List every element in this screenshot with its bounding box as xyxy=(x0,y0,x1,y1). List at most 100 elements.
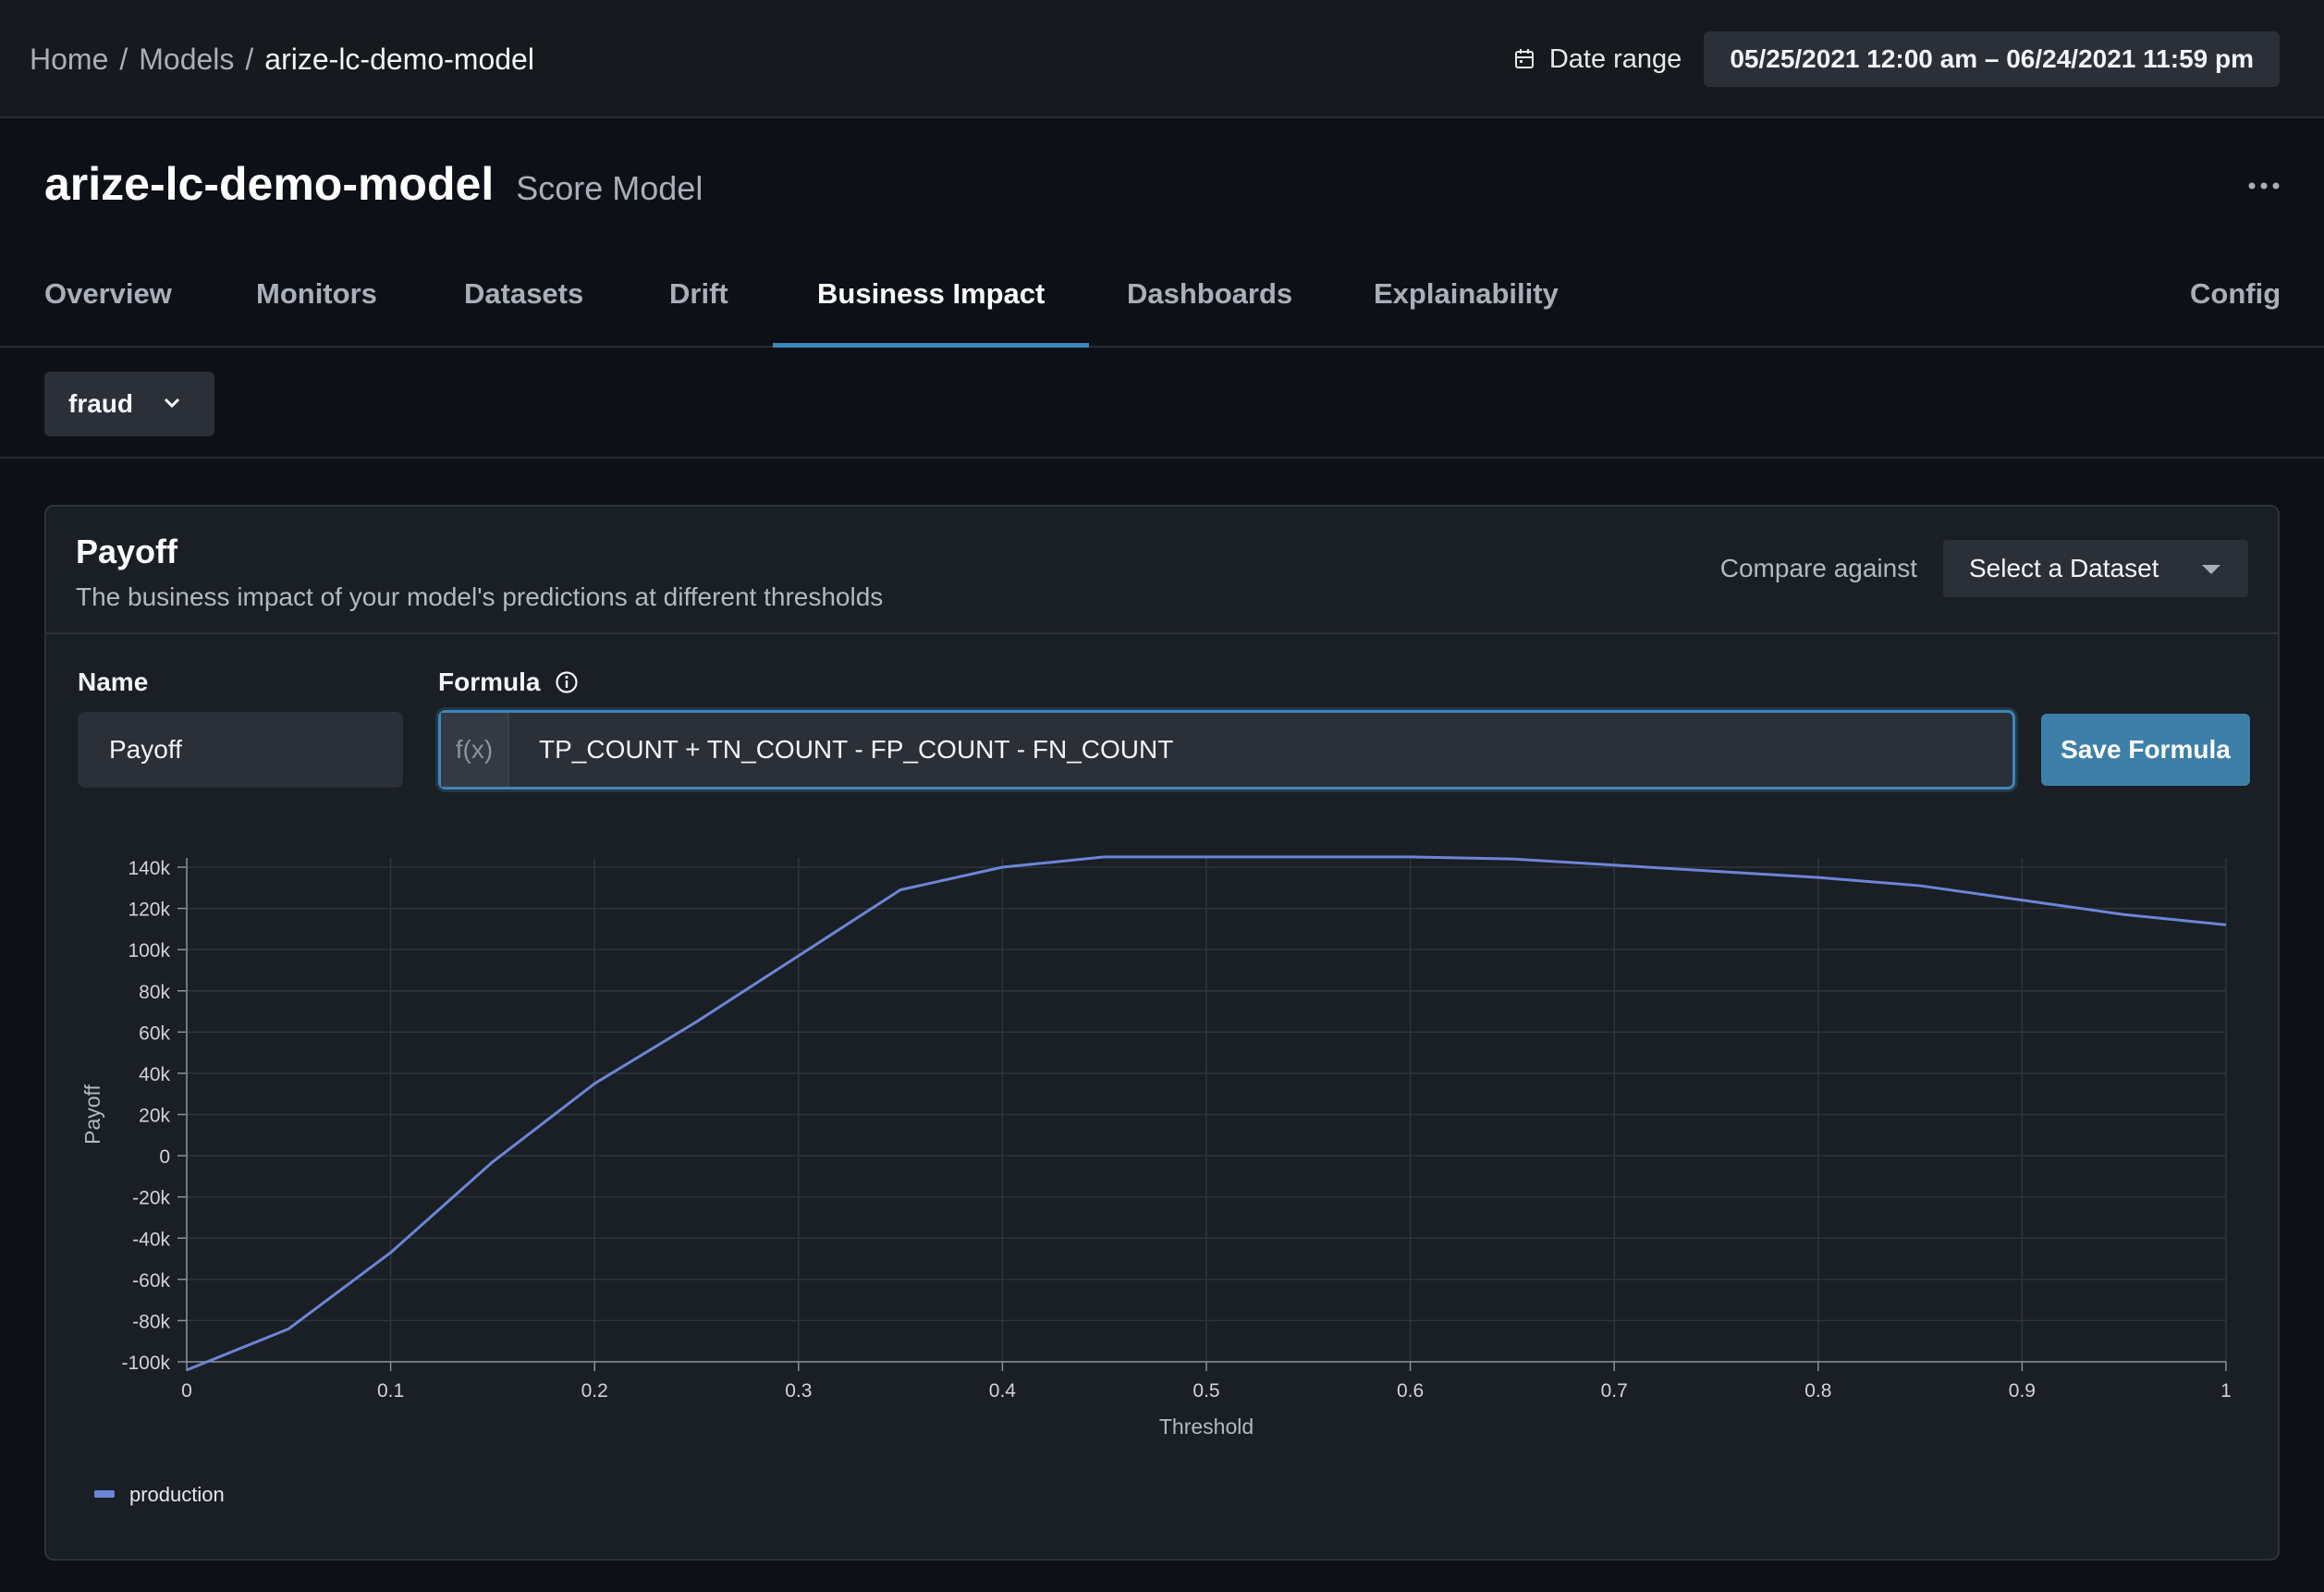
data-point[interactable] xyxy=(793,950,804,961)
calendar-icon xyxy=(1514,49,1534,68)
compare-against: Compare against Select a Dataset xyxy=(1720,540,2248,597)
info-icon[interactable] xyxy=(555,670,579,694)
y-axis-label: Payoff xyxy=(80,1084,104,1145)
data-point[interactable] xyxy=(385,1247,397,1258)
y-tick-label: -80k xyxy=(132,1311,170,1332)
compare-label: Compare against xyxy=(1719,554,1917,582)
payoff-chart: 140k 120k 100k 80k 60k 40k 20k 0 -20k -40k -60k -80… xyxy=(80,851,2232,1506)
formula-text[interactable]: TP_COUNT + TN_COUNT - FP_COUNT - FN_COUN… xyxy=(539,735,1174,764)
model-title-group: arize-lc-demo-model Score Model xyxy=(44,157,703,211)
y-tick-label: -40k xyxy=(132,1229,170,1250)
formula-label-text: Formula xyxy=(438,667,541,696)
data-point[interactable] xyxy=(1711,865,1722,876)
formula-input[interactable]: f(x) TP_COUNT + TN_COUNT - FP_COUNT - FN… xyxy=(438,710,2015,790)
y-tick-label: -20k xyxy=(132,1188,170,1209)
model-header: arize-lc-demo-model Score Model Overview… xyxy=(0,120,2324,348)
tab-bar: Overview Monitors Datasets Drift Busines… xyxy=(0,240,2324,348)
name-label: Name xyxy=(78,667,148,697)
name-input[interactable]: Payoff xyxy=(78,712,403,788)
legend-label: production xyxy=(129,1483,225,1506)
model-type: Score Model xyxy=(516,169,703,207)
legend-swatch xyxy=(94,1490,115,1498)
x-tick-label: 0.3 xyxy=(785,1380,812,1402)
y-tick-label: 140k xyxy=(128,858,170,879)
payoff-card-header: Payoff The business impact of your model… xyxy=(46,507,2278,634)
y-tick-label: 0 xyxy=(159,1146,170,1168)
x-tick-label: 0.5 xyxy=(1193,1380,1219,1402)
data-point[interactable] xyxy=(1914,880,1926,891)
y-tick-label: 60k xyxy=(139,1023,170,1044)
data-point[interactable] xyxy=(2220,919,2232,930)
data-point[interactable] xyxy=(1099,851,1110,863)
tab-config[interactable]: Config xyxy=(2190,277,2281,310)
save-formula-button[interactable]: Save Formula xyxy=(2041,714,2250,786)
x-tick-label: 0.2 xyxy=(581,1380,608,1402)
data-point[interactable] xyxy=(1201,851,1212,863)
payoff-description: The business impact of your model's pred… xyxy=(76,582,884,611)
y-tick-label: 80k xyxy=(139,982,170,1003)
filter-bar: fraud xyxy=(0,349,2324,459)
tab-dashboards[interactable]: Dashboards xyxy=(1127,277,1293,310)
x-tick-label: 0.6 xyxy=(1397,1380,1424,1402)
tab-monitors[interactable]: Monitors xyxy=(256,277,377,310)
chart-series xyxy=(181,851,2232,1376)
y-tick-label: 100k xyxy=(128,940,170,961)
tab-datasets[interactable]: Datasets xyxy=(464,277,584,310)
name-label-text: Name xyxy=(78,667,149,696)
x-axis-label: Threshold xyxy=(1159,1414,1254,1439)
data-point[interactable] xyxy=(1608,860,1620,871)
y-tick-label: -100k xyxy=(121,1353,170,1374)
x-tick-label: 0.7 xyxy=(1601,1380,1628,1402)
x-tick-label: 0 xyxy=(181,1380,192,1402)
y-tick-label: 120k xyxy=(128,900,170,921)
breadcrumb-separator: / xyxy=(119,42,128,76)
data-point[interactable] xyxy=(2016,895,2027,906)
breadcrumb-home[interactable]: Home xyxy=(30,42,109,76)
dataset-select[interactable]: Select a Dataset xyxy=(1943,540,2248,597)
breadcrumb-models[interactable]: Models xyxy=(139,42,235,76)
data-point[interactable] xyxy=(1405,851,1416,863)
breadcrumb-current: arize-lc-demo-model xyxy=(264,42,534,76)
date-range: Date range 05/25/2021 12:00 am – 06/24/2… xyxy=(1514,31,2280,87)
class-dropdown[interactable]: fraud xyxy=(44,372,214,436)
data-point[interactable] xyxy=(1303,851,1314,863)
data-point[interactable] xyxy=(997,862,1008,873)
dataset-select-placeholder: Select a Dataset xyxy=(1969,554,2159,582)
y-tick-label: 20k xyxy=(139,1106,170,1127)
data-point[interactable] xyxy=(1813,872,1824,883)
y-tick-label: 40k xyxy=(139,1064,170,1085)
payoff-title: Payoff xyxy=(76,533,178,570)
breadcrumb-separator: / xyxy=(245,42,254,76)
data-point[interactable] xyxy=(283,1323,294,1334)
data-point[interactable] xyxy=(2119,909,2130,920)
y-tick-label: -60k xyxy=(132,1270,170,1292)
payoff-card: Payoff The business impact of your model… xyxy=(44,505,2280,1561)
data-point[interactable] xyxy=(181,1365,192,1376)
data-point[interactable] xyxy=(895,885,906,896)
x-axis-ticks: 0 0.1 0.2 0.3 0.4 0.5 0.6 0.7 0.8 0.9 1 xyxy=(181,1380,2232,1402)
x-tick-label: 0.9 xyxy=(2009,1380,2036,1402)
series-line-production[interactable] xyxy=(186,855,2227,1372)
tab-explainability[interactable]: Explainability xyxy=(1374,277,1559,310)
date-range-button[interactable]: 05/25/2021 12:00 am – 06/24/2021 11:59 p… xyxy=(1704,31,2280,87)
y-axis-ticks: 140k 120k 100k 80k 60k 40k 20k 0 -20k -40k -60k -80… xyxy=(121,858,170,1374)
caret-down-icon xyxy=(2202,565,2220,574)
date-range-label: Date range xyxy=(1514,44,1682,75)
date-range-text: Date range xyxy=(1548,43,1682,74)
data-point[interactable] xyxy=(1507,853,1518,864)
formula-label: Formula xyxy=(438,667,579,697)
x-tick-label: 0.1 xyxy=(377,1380,404,1402)
more-horizontal-icon[interactable] xyxy=(2248,168,2280,190)
chart-grid xyxy=(177,858,2227,1371)
function-prefix: f(x) xyxy=(441,713,509,787)
tab-drift[interactable]: Drift xyxy=(669,277,728,310)
x-tick-label: 0.4 xyxy=(989,1380,1017,1402)
x-tick-label: 0.8 xyxy=(1804,1380,1831,1402)
data-point[interactable] xyxy=(487,1157,498,1168)
tab-business-impact[interactable]: Business Impact xyxy=(772,240,1090,348)
data-point[interactable] xyxy=(589,1078,600,1089)
chevron-down-icon xyxy=(164,398,180,409)
chart-legend[interactable]: production xyxy=(94,1483,225,1506)
data-point[interactable] xyxy=(691,1016,703,1027)
tab-overview[interactable]: Overview xyxy=(44,277,172,310)
